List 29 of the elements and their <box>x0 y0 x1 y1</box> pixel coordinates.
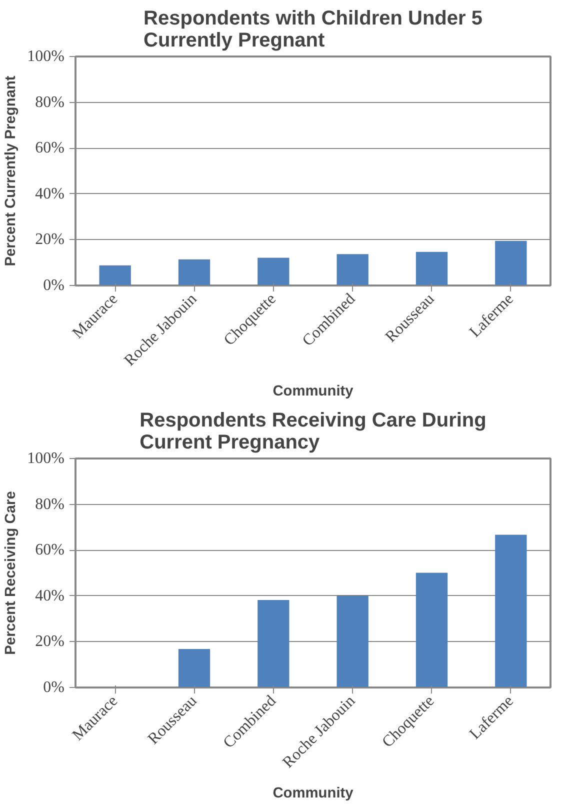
bar <box>178 259 210 286</box>
bar <box>495 240 527 286</box>
bar <box>258 600 290 688</box>
x-axis-title: Community <box>272 785 354 802</box>
bar <box>99 265 131 286</box>
y-tick-label: 60% <box>35 542 64 559</box>
y-axis-title: Percent Receiving Care <box>3 491 20 655</box>
bar <box>416 252 448 286</box>
y-tick-label: 40% <box>35 587 64 604</box>
y-tick-label: 40% <box>35 185 64 202</box>
y-tick-label: 100% <box>27 450 64 467</box>
y-axis-title: Percent Currently Pregnant <box>3 76 20 266</box>
y-tick-label: 80% <box>35 496 64 513</box>
bar <box>178 649 210 688</box>
y-tick-label: 80% <box>35 94 64 111</box>
y-tick-label: 60% <box>35 140 64 157</box>
bar <box>258 258 290 286</box>
chart-title: Respondents with Children Under 5 Currently Pregnant <box>144 8 482 52</box>
bar <box>336 254 368 286</box>
bar <box>495 534 527 688</box>
bar <box>416 572 448 688</box>
y-tick-label: 20% <box>35 633 64 650</box>
chart-title: Respondents Receiving Care During Current Pregnancy <box>140 410 486 454</box>
y-tick-label: 100% <box>27 48 64 65</box>
bar <box>336 595 368 688</box>
y-tick-label: 0% <box>43 679 64 696</box>
y-tick-label: 20% <box>35 231 64 248</box>
y-tick-label: 0% <box>43 277 64 294</box>
x-axis-title: Community <box>272 383 354 400</box>
